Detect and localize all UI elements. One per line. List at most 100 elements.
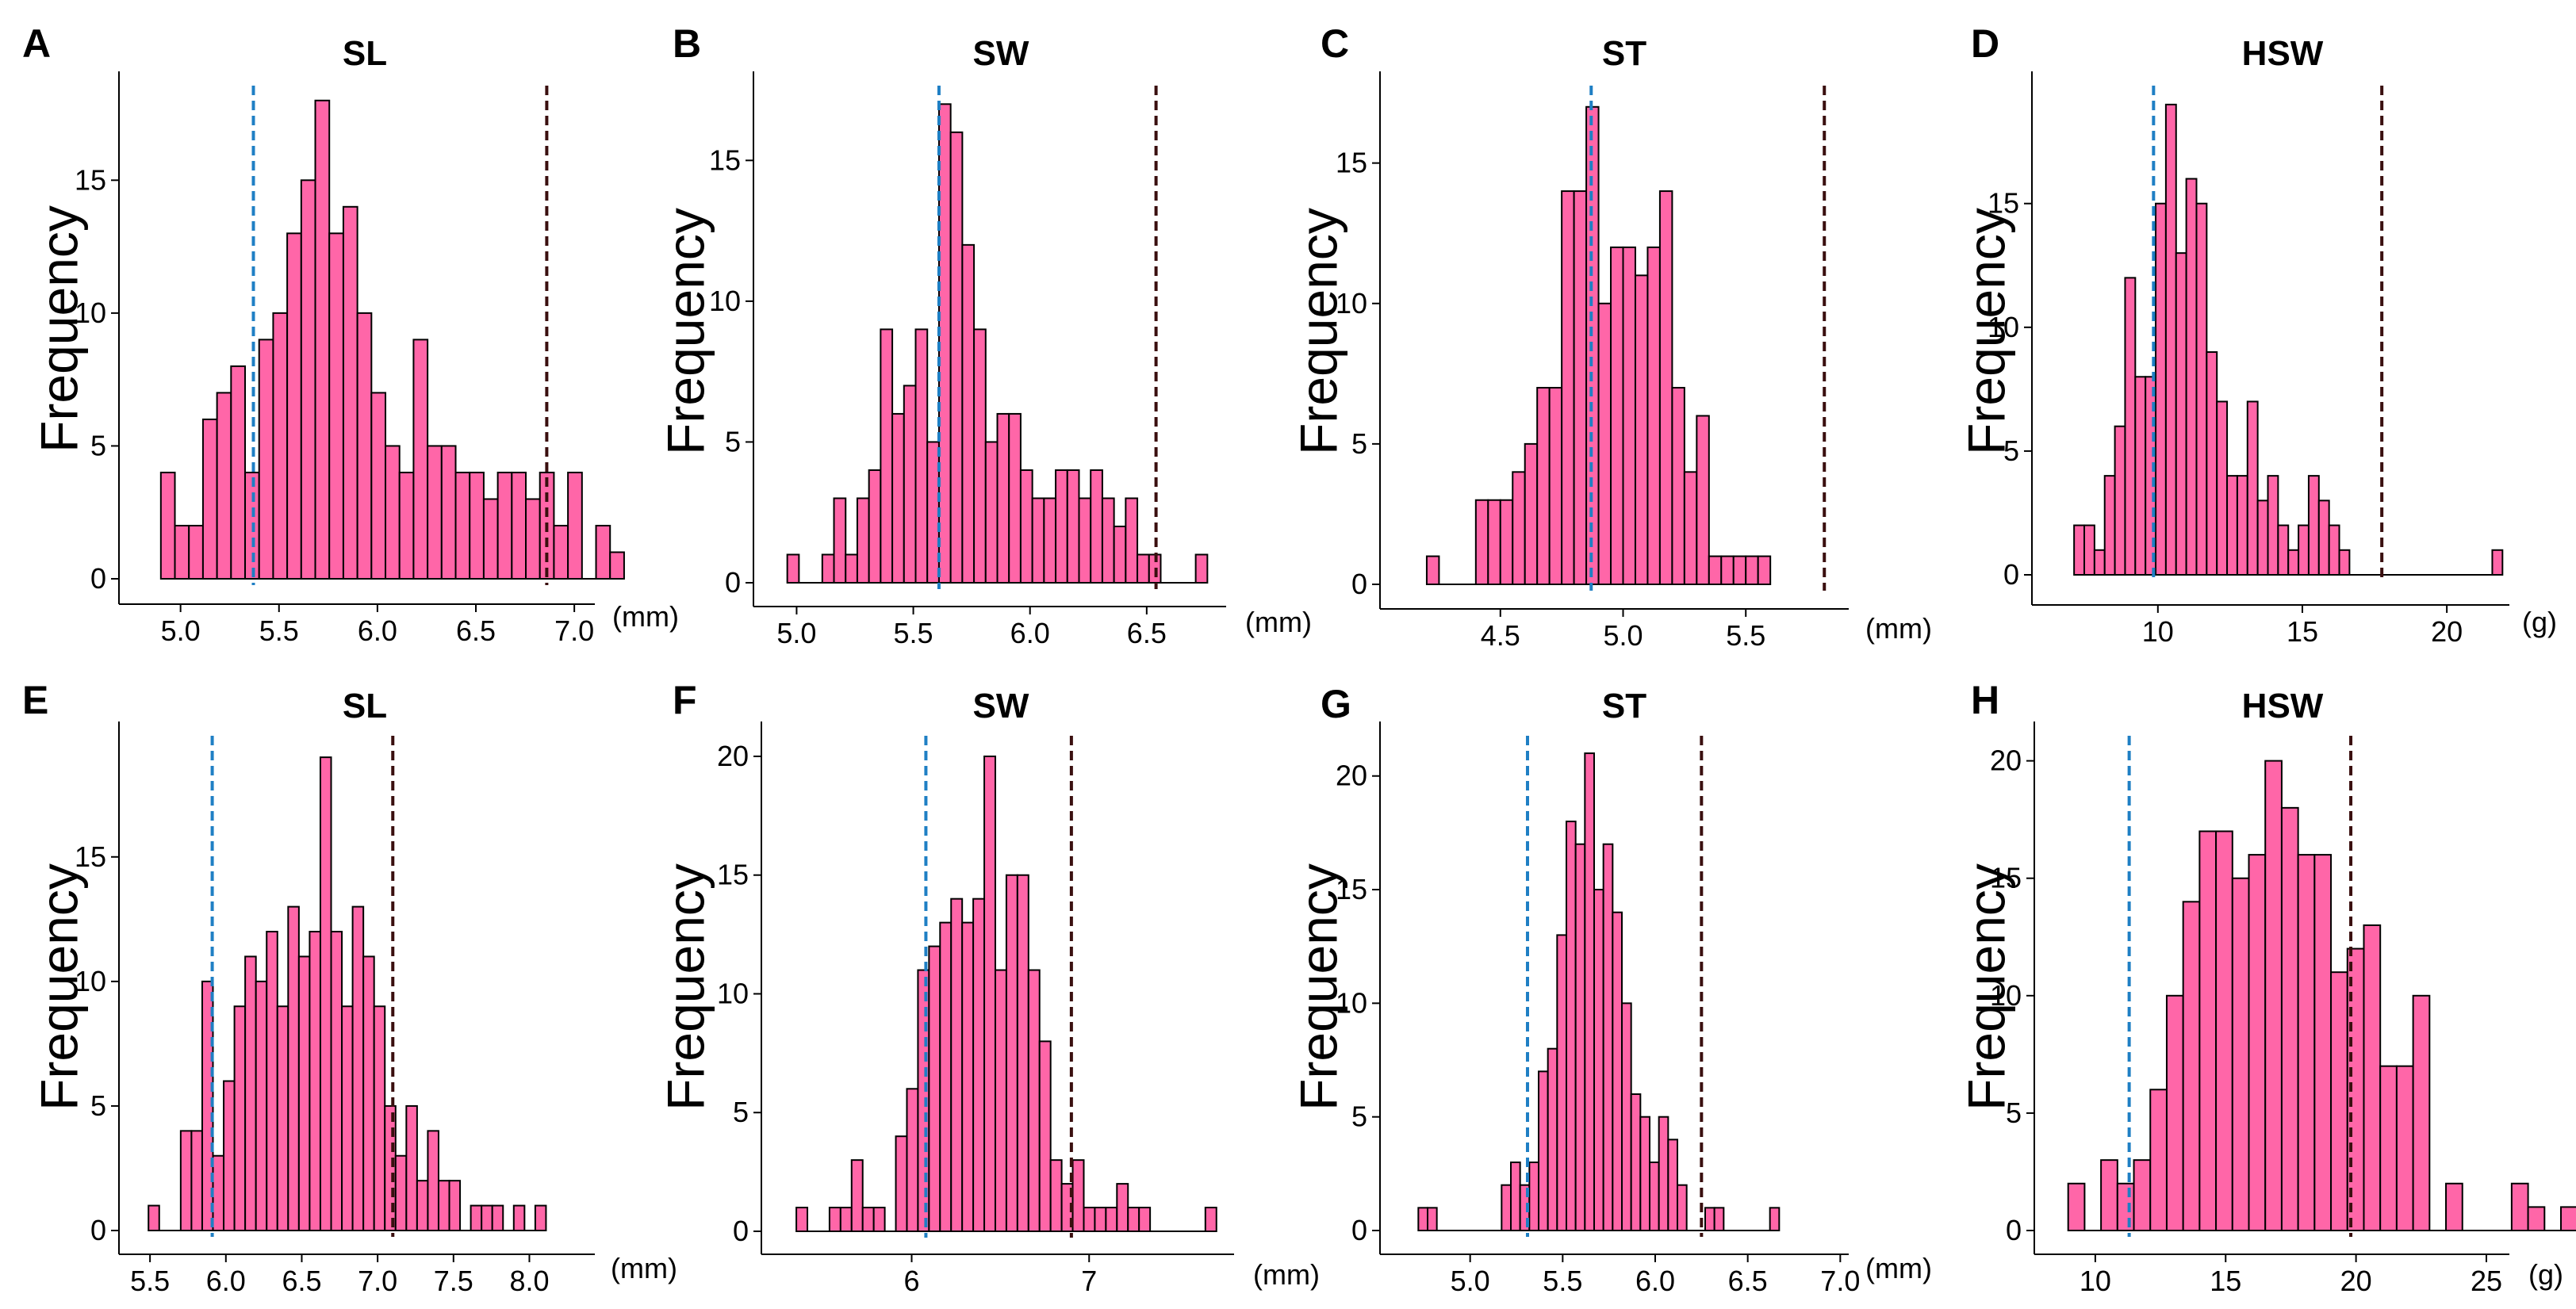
x-tick-label: 5.0 bbox=[776, 617, 816, 649]
y-tick-label: 5 bbox=[1351, 427, 1367, 460]
histogram-bar bbox=[868, 469, 882, 584]
y-tick-label: 15 bbox=[717, 859, 749, 891]
histogram-bar bbox=[1016, 874, 1029, 1233]
histogram-bar bbox=[1138, 1207, 1152, 1233]
x-tick-label: 15 bbox=[2287, 615, 2318, 648]
histogram-bar bbox=[1612, 911, 1623, 1232]
panel-title: SW bbox=[973, 687, 1029, 725]
histogram-bar bbox=[1574, 843, 1586, 1231]
histogram-bar bbox=[266, 931, 278, 1231]
y-tick-label: 0 bbox=[90, 1214, 106, 1246]
x-tick-label: 20 bbox=[2431, 615, 2463, 648]
histogram-bar bbox=[1646, 246, 1661, 585]
histogram-bar bbox=[2116, 1182, 2135, 1232]
x-tick-label: 5.5 bbox=[130, 1265, 170, 1297]
histogram-bar bbox=[469, 471, 485, 580]
x-tick-label: 6.0 bbox=[1010, 617, 1050, 649]
histogram-bar bbox=[287, 905, 300, 1232]
histogram-bar bbox=[1704, 1207, 1715, 1232]
y-tick-label: 5 bbox=[90, 1089, 106, 1122]
y-tick-label: 10 bbox=[1336, 287, 1367, 320]
histogram-bar bbox=[2317, 499, 2330, 576]
panel-e: 0 5 10 15 5.5 6.0 6.5 7.0 7.5 8.0 (mm) E SL Frequency bbox=[22, 678, 677, 1297]
histogram-bar bbox=[949, 131, 964, 584]
histogram-bar bbox=[2124, 277, 2137, 576]
histogram-bar bbox=[179, 1130, 193, 1231]
histogram-bar bbox=[201, 418, 218, 580]
histogram-bar bbox=[972, 898, 986, 1233]
histogram-bar bbox=[330, 931, 343, 1231]
x-unit-label: (mm) bbox=[1865, 612, 1932, 645]
y-tick-label: 0 bbox=[2006, 1214, 2022, 1246]
histogram-bar bbox=[412, 339, 429, 580]
histogram-bar bbox=[961, 921, 975, 1232]
histogram-bar bbox=[511, 471, 527, 580]
histogram-bar bbox=[880, 328, 894, 584]
histogram-bar bbox=[939, 921, 953, 1232]
histogram-bar bbox=[2280, 806, 2299, 1231]
histogram-bar bbox=[2185, 178, 2198, 576]
histogram-bar bbox=[2328, 524, 2340, 576]
histogram-bar bbox=[2195, 202, 2208, 576]
histogram-bar bbox=[1593, 889, 1604, 1232]
histogram-bar bbox=[914, 328, 929, 584]
histogram-bar bbox=[1621, 1002, 1632, 1231]
histogram-bar bbox=[2363, 924, 2382, 1231]
y-axis-label: Frequency bbox=[1957, 863, 2015, 1111]
histogram-bar bbox=[427, 1130, 439, 1231]
histogram-bar bbox=[1105, 1207, 1118, 1233]
y-tick-label: 0 bbox=[1351, 568, 1367, 600]
histogram-bar bbox=[2510, 1182, 2529, 1232]
histogram-bar bbox=[427, 445, 443, 580]
y-tick-label: 15 bbox=[75, 163, 106, 196]
histogram-bar bbox=[1548, 387, 1563, 585]
histogram-bar bbox=[437, 1180, 450, 1232]
panel-title: SW bbox=[973, 34, 1029, 73]
histogram-bar bbox=[2330, 971, 2348, 1231]
histogram-bar bbox=[2165, 994, 2184, 1232]
histogram-bar bbox=[1055, 469, 1068, 584]
histogram-bar bbox=[2248, 854, 2267, 1231]
y-axis-label: Frequency bbox=[29, 863, 88, 1111]
histogram-bar bbox=[937, 103, 952, 584]
histogram-bar bbox=[394, 1154, 408, 1231]
histogram-bar bbox=[872, 1207, 886, 1233]
y-tick-label: 5 bbox=[2003, 434, 2019, 467]
histogram-bar bbox=[309, 931, 321, 1231]
panel-title: ST bbox=[1602, 687, 1646, 725]
histogram-bar bbox=[216, 392, 232, 580]
y-axis-label: Frequency bbox=[1957, 208, 2015, 455]
histogram-bar bbox=[1667, 1139, 1678, 1231]
histogram-bar bbox=[996, 412, 1010, 584]
histogram-bar bbox=[2298, 524, 2310, 576]
histogram-bar bbox=[2226, 475, 2238, 576]
y-axis-label: Frequency bbox=[29, 205, 88, 453]
histogram-bar bbox=[470, 1204, 483, 1231]
histogram-bar bbox=[1043, 497, 1057, 584]
y-tick-label: 20 bbox=[717, 740, 749, 772]
histogram-bar bbox=[1078, 497, 1092, 584]
histogram-bar bbox=[1031, 497, 1045, 584]
histogram-bar bbox=[1417, 1207, 1429, 1232]
histogram-bar bbox=[1027, 969, 1041, 1232]
y-tick-label: 15 bbox=[709, 144, 741, 176]
histogram-bar bbox=[2093, 549, 2106, 576]
y-tick-label: 5 bbox=[2006, 1097, 2022, 1129]
histogram-bar bbox=[2155, 202, 2167, 576]
histogram-bar bbox=[1487, 499, 1501, 586]
histogram-bar bbox=[2164, 103, 2177, 576]
histogram-bar bbox=[319, 756, 332, 1231]
y-tick-label: 5 bbox=[1351, 1100, 1367, 1133]
histogram-bar bbox=[926, 441, 940, 584]
histogram-bar bbox=[2527, 1206, 2546, 1232]
y-tick-label: 0 bbox=[725, 566, 741, 599]
histogram-bar bbox=[984, 441, 999, 584]
histogram-bar bbox=[839, 1207, 853, 1233]
histogram-bar bbox=[2277, 524, 2290, 576]
histogram-bar bbox=[2206, 351, 2218, 576]
y-tick-label: 10 bbox=[717, 977, 749, 1009]
panel-d: 0 5 10 15 10 15 20 (g) D HSW Frequency bbox=[1957, 21, 2557, 648]
x-tick-label: 6 bbox=[903, 1265, 919, 1297]
histogram-bar bbox=[1597, 302, 1612, 585]
histogram-bar bbox=[567, 471, 583, 580]
